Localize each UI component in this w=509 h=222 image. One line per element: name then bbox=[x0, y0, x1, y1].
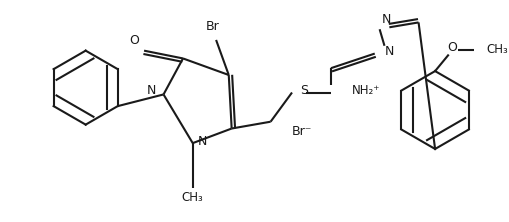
Text: CH₃: CH₃ bbox=[487, 43, 508, 56]
Text: S: S bbox=[300, 84, 308, 97]
Text: NH₂⁺: NH₂⁺ bbox=[352, 84, 381, 97]
Text: N: N bbox=[384, 45, 394, 58]
Text: N: N bbox=[382, 13, 391, 26]
Text: CH₃: CH₃ bbox=[182, 191, 204, 204]
Text: N: N bbox=[198, 135, 207, 148]
Text: O: O bbox=[129, 34, 139, 48]
Text: N: N bbox=[147, 84, 157, 97]
Text: O: O bbox=[448, 41, 458, 54]
Text: Br⁻: Br⁻ bbox=[292, 125, 312, 138]
Text: Br: Br bbox=[205, 20, 219, 33]
